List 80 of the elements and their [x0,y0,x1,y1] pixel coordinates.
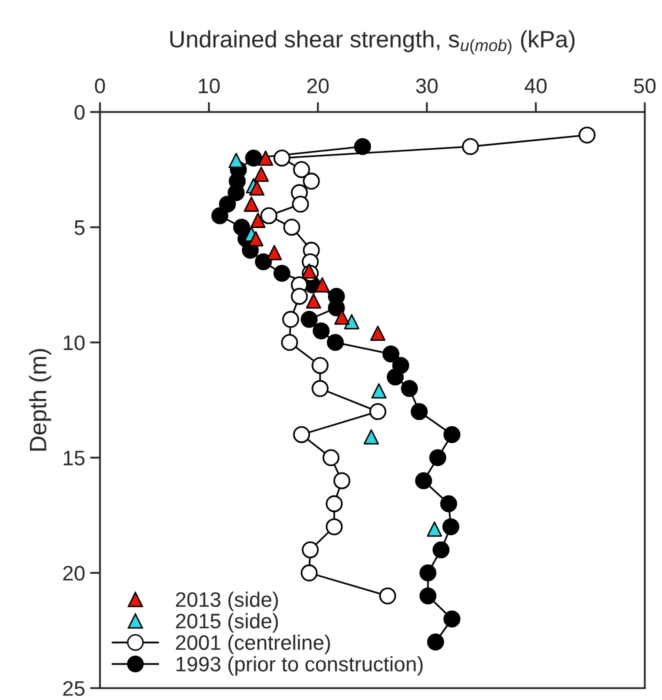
point [254,253,272,270]
point [354,138,372,156]
point [432,541,450,558]
y-tick-label: 0 [74,105,85,120]
legend-label: 2001 (centreline) [176,634,330,654]
point [429,449,446,466]
point [312,322,330,340]
point [578,126,596,144]
point [322,449,340,466]
point [244,196,260,212]
point [300,564,318,582]
point [326,334,344,351]
point [290,288,308,305]
point [260,207,278,224]
point [293,426,310,444]
x-tick-label: 0 [94,78,105,94]
point [258,150,274,166]
point [386,368,404,386]
point [427,634,444,650]
point [379,587,396,604]
x-tick-label: 20 [307,78,329,94]
point [462,138,479,156]
point [248,231,264,246]
point [400,380,418,397]
point [281,334,298,351]
point [293,161,310,178]
point [245,150,262,167]
point [443,426,460,444]
point [443,610,460,628]
y-tick-label: 25 [63,681,85,696]
point [228,184,245,202]
point [312,357,329,374]
point [314,277,330,292]
point [283,218,300,236]
x-tick-label: 40 [524,78,547,94]
point [292,196,309,213]
y-tick-label: 5 [74,220,85,235]
point [419,564,436,582]
point [302,263,317,279]
point [333,472,350,490]
point [440,495,458,512]
point [410,403,428,420]
point [211,207,228,224]
y-axis-title: Depth (m) [29,349,52,451]
point [371,383,387,398]
point [442,518,460,536]
legend-label: 2013 (side) [176,592,278,612]
point [300,310,318,328]
point [369,403,386,420]
point [415,472,432,490]
point [254,166,269,182]
point [370,326,386,341]
point [426,521,442,537]
point [273,264,290,282]
point [249,180,265,196]
point [326,495,343,512]
point [344,314,360,330]
point [326,518,343,536]
y-tick-label: 10 [64,335,85,350]
point [419,587,436,604]
legend-label: 1993 (prior to construction) [176,656,423,676]
y-tick-label: 20 [63,566,85,581]
point [228,152,244,168]
point [302,541,319,558]
legend-label: 2015 (side) [176,613,278,633]
x-tick-label: 10 [198,78,220,94]
x-tick-label: 50 [634,78,656,94]
point [302,172,320,190]
x-axis-title: Undrained shear strength, s$_{u(mob)}$ (kPa) [170,30,575,54]
point [273,150,290,167]
point [312,380,329,397]
point [382,345,400,362]
y-tick-label: 15 [64,450,85,466]
point [364,429,379,445]
point [266,244,282,260]
point [250,212,266,228]
point [282,310,300,328]
x-tick-label: 30 [416,78,438,94]
point [218,196,236,213]
point [306,293,322,309]
